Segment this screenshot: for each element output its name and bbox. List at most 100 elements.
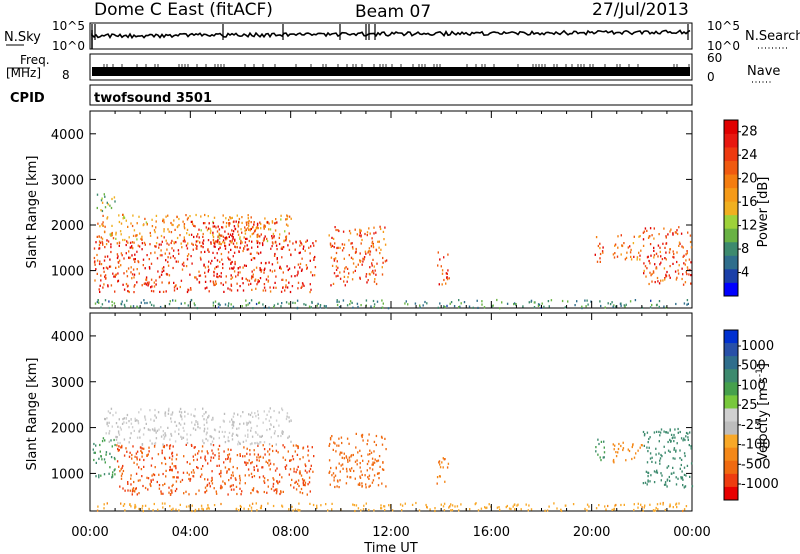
scatter-cell [339, 451, 342, 454]
scatter-cell [629, 245, 631, 248]
scatter-cell [651, 303, 653, 307]
scatter-cell [122, 213, 124, 216]
scatter-cell [207, 227, 210, 230]
scatter-cell [253, 223, 255, 226]
scatter-cell [279, 473, 281, 476]
scatter-cell [131, 426, 134, 429]
scatter-cell [632, 444, 634, 447]
scatter-cell [375, 443, 377, 447]
scatter-cell [214, 242, 216, 245]
scatter-cell [166, 242, 168, 245]
scatter-cell [168, 491, 170, 494]
velocity-ylabel: Slant Range [km] [25, 358, 40, 471]
scatter-cell [360, 229, 362, 232]
scatter-cell [250, 277, 253, 280]
scatter-cell [514, 508, 516, 511]
scatter-cell [379, 252, 381, 255]
scatter-cell [138, 272, 140, 275]
scatter-cell [206, 229, 209, 232]
scatter-cell [451, 504, 454, 507]
scatter-cell [105, 266, 108, 269]
scatter-cell [201, 450, 203, 453]
scatter-cell [173, 219, 175, 222]
scatter-cell [341, 451, 343, 454]
scatter-cell [256, 235, 258, 238]
scatter-cell [153, 445, 156, 448]
x-tick-label: 08:00 [272, 525, 309, 540]
scatter-cell [191, 262, 193, 265]
scatter-cell [214, 267, 216, 270]
scatter-cell [221, 486, 223, 489]
colorbar-tick-label: 1000 [741, 339, 774, 354]
scatter-cell [446, 276, 448, 279]
scatter-cell [366, 462, 369, 466]
scatter-cell [348, 239, 350, 242]
colorbar-swatch [724, 228, 738, 243]
scatter-cell [659, 434, 661, 437]
scatter-cell [215, 226, 217, 229]
scatter-cell [372, 461, 374, 464]
y-tick-label: 1000 [51, 467, 84, 482]
scatter-cell [123, 257, 125, 260]
scatter-cell [263, 225, 265, 229]
scatter-cell [168, 486, 170, 489]
scatter-cell [143, 465, 145, 468]
scatter-cell [643, 506, 645, 509]
scatter-cell [95, 444, 97, 447]
scatter-cell [142, 510, 144, 513]
scatter-cell [205, 411, 207, 414]
scatter-cell [361, 473, 363, 476]
colorbar-swatch [724, 434, 738, 449]
scatter-cell [308, 459, 310, 462]
scatter-cell [355, 504, 358, 507]
scatter-cell [189, 273, 191, 276]
scatter-cell [167, 256, 169, 259]
scatter-cell [649, 452, 652, 455]
scatter-cell [667, 233, 669, 236]
scatter-cell [264, 217, 266, 220]
scatter-cell [231, 216, 233, 219]
scatter-cell [680, 463, 682, 467]
scatter-cell [203, 427, 206, 430]
scatter-cell [102, 214, 104, 217]
scatter-cell [131, 277, 133, 280]
scatter-cell [193, 235, 195, 239]
scatter-cell [202, 222, 205, 225]
scatter-cell [458, 299, 460, 302]
scatter-cell [207, 248, 209, 251]
scatter-cell [690, 445, 692, 448]
scatter-cell [127, 290, 129, 293]
scatter-cell [441, 269, 444, 272]
scatter-cell [156, 236, 159, 239]
scatter-cell [672, 457, 674, 460]
scatter-cell [268, 443, 271, 446]
scatter-cell [181, 268, 184, 271]
scatter-cell [372, 269, 374, 272]
scatter-cell [663, 445, 665, 448]
scatter-cell [125, 421, 128, 424]
scatter-cell [154, 414, 156, 417]
scatter-cell [151, 225, 154, 228]
scatter-cell [114, 275, 116, 278]
scatter-cell [116, 256, 119, 260]
scatter-cell [365, 273, 368, 276]
scatter-cell [530, 299, 533, 302]
scatter-cell [238, 250, 240, 253]
scatter-cell [659, 459, 661, 462]
scatter-cell [274, 281, 276, 284]
scatter-cell [673, 252, 675, 256]
scatter-cell [183, 429, 185, 432]
scatter-cell [296, 306, 299, 309]
scatter-cell [339, 453, 341, 456]
scatter-cell [219, 260, 221, 263]
scatter-cell [668, 251, 671, 254]
scatter-cell [204, 266, 207, 269]
scatter-cell [681, 245, 683, 248]
scatter-cell [263, 286, 266, 289]
scatter-cell [668, 274, 670, 277]
scatter-cell [162, 445, 165, 448]
scatter-cell [213, 274, 215, 277]
scatter-cell [303, 303, 305, 306]
scatter-cell [165, 239, 167, 242]
scatter-cell [359, 462, 361, 465]
